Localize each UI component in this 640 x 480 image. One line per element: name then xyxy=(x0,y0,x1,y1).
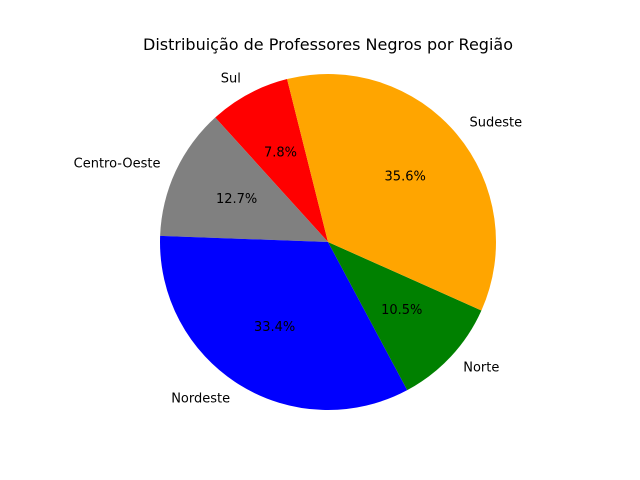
pie-slices xyxy=(159,74,496,410)
slice-norte xyxy=(328,242,482,391)
slice-label-centro-oeste: Centro-Oeste xyxy=(74,157,161,172)
slice-centro-oeste xyxy=(160,117,328,242)
slice-sudeste xyxy=(287,74,496,311)
slice-label-sudeste: Sudeste xyxy=(470,116,523,131)
slice-label-nordeste: Nordeste xyxy=(171,391,230,406)
chart-title: Distribuição de Professores Negros por R… xyxy=(143,35,513,54)
slice-pct-centro-oeste: 12.7% xyxy=(216,192,257,207)
slice-pct-sudeste: 35.6% xyxy=(385,170,426,185)
slice-label-sul: Sul xyxy=(221,72,241,87)
slice-label-norte: Norte xyxy=(463,360,499,375)
slice-nordeste xyxy=(159,235,408,410)
slice-sul xyxy=(215,79,328,243)
pie-labels: Sul 7.8% Centro-Oeste 12.7% Nordeste 33.4% Nor… xyxy=(74,72,523,407)
slice-pct-norte: 10.5% xyxy=(381,303,422,318)
slice-pct-sul: 7.8% xyxy=(264,146,297,161)
slice-pct-nordeste: 33.4% xyxy=(254,320,295,335)
